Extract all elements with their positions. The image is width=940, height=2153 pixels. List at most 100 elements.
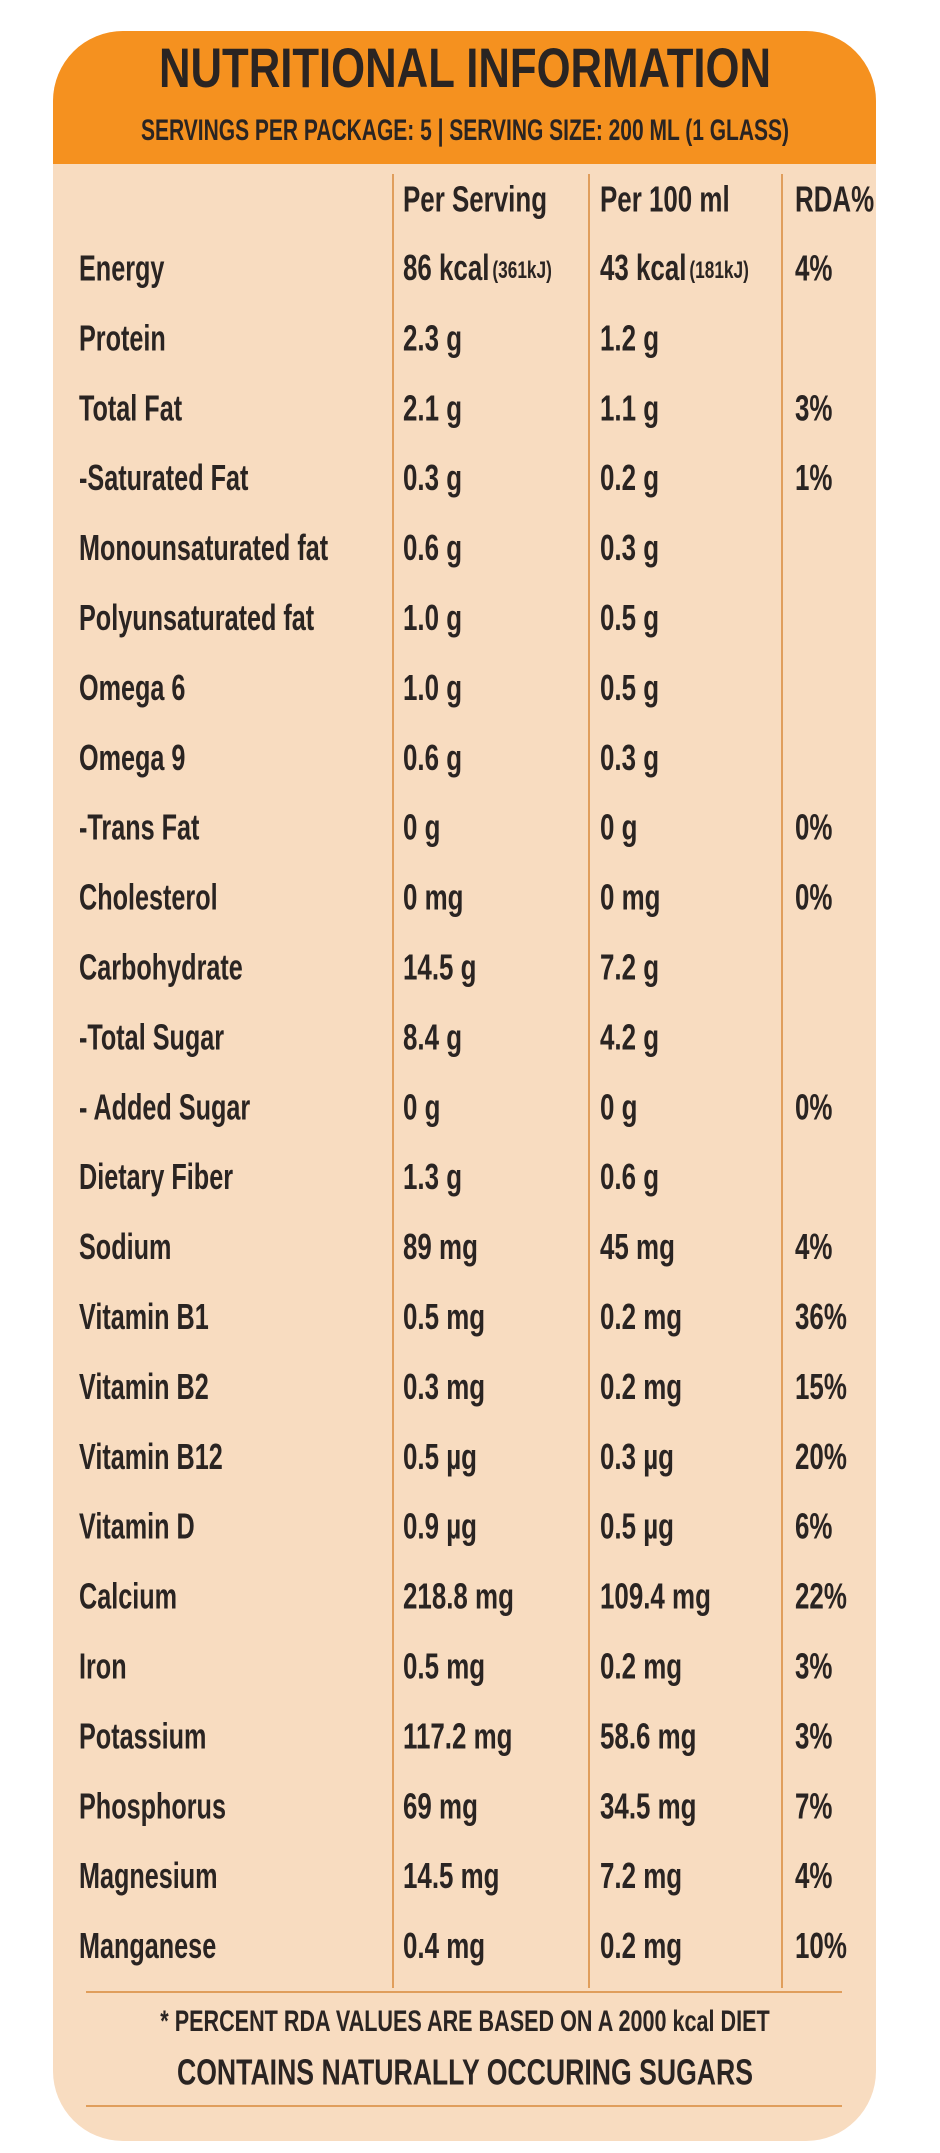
amount-group: 0 g bbox=[600, 808, 637, 848]
nutrient-name: Iron bbox=[79, 1646, 127, 1687]
header-band bbox=[53, 31, 876, 164]
rda-value: 22% bbox=[795, 1576, 847, 1616]
amount: 4.2 g bbox=[600, 1017, 659, 1057]
nutrient-name-group: Vitamin B2 bbox=[79, 1366, 209, 1407]
amount-group: 45 mg bbox=[600, 1227, 675, 1267]
nutrient-name: Magnesium bbox=[79, 1856, 218, 1897]
rda-value: 4% bbox=[795, 248, 833, 288]
rda-value: 10% bbox=[795, 1926, 847, 1966]
nutrient-name-group: Sodium bbox=[79, 1227, 171, 1268]
amount-group: 1.1 g bbox=[600, 388, 659, 428]
subtitle-group: SERVINGS PER PACKAGE: 5 | SERVING SIZE: … bbox=[141, 114, 789, 146]
amount-group: 0.4 mg bbox=[403, 1926, 485, 1966]
claim: CONTAINS NATURALLY OCCURING SUGARS bbox=[177, 2052, 753, 2093]
amount: 0.6 g bbox=[600, 1157, 659, 1197]
amount-group: 0.2 mg bbox=[600, 1297, 682, 1337]
column-header: Per Serving bbox=[403, 179, 547, 219]
amount-note: (181kJ) bbox=[689, 257, 749, 283]
amount: 7.2 mg bbox=[600, 1856, 682, 1896]
rda-value-group: 22% bbox=[795, 1576, 847, 1616]
nutrient-name: Sodium bbox=[79, 1227, 171, 1268]
amount: 0 mg bbox=[403, 877, 463, 917]
amount: 34.5 mg bbox=[600, 1786, 697, 1826]
nutrient-name: Protein bbox=[79, 318, 166, 359]
nutrient-name: Manganese bbox=[79, 1926, 216, 1967]
nutrient-name-group: - Added Sugar bbox=[79, 1087, 250, 1128]
nutrient-name: Vitamin B1 bbox=[79, 1297, 209, 1338]
amount-group: 0.2 mg bbox=[600, 1926, 682, 1966]
amount: 0 g bbox=[403, 808, 440, 848]
rda-value-group: 3% bbox=[795, 388, 833, 428]
amount-group: 0 g bbox=[403, 808, 440, 848]
amount: 86 kcal (361kJ) bbox=[403, 248, 552, 288]
amount-group: 7.2 mg bbox=[600, 1856, 682, 1896]
amount-group: 4.2 g bbox=[600, 1017, 659, 1057]
amount: 89 mg bbox=[403, 1227, 478, 1267]
nutrient-name: Carbohydrate bbox=[79, 947, 243, 988]
amount-group: 34.5 mg bbox=[600, 1786, 697, 1826]
amount: 0.6 g bbox=[403, 738, 462, 778]
rda-value-group: 4% bbox=[795, 1227, 833, 1267]
rda-value: 36% bbox=[795, 1297, 847, 1337]
amount: 1.2 g bbox=[600, 318, 659, 358]
amount: 0.3 mg bbox=[403, 1367, 485, 1407]
nutrient-name-group: Energy bbox=[79, 248, 165, 289]
amount-group: 0 mg bbox=[403, 877, 463, 917]
amount-group: 0.6 g bbox=[403, 738, 462, 778]
rda-value: 0% bbox=[795, 808, 833, 848]
amount-group: 86 kcal (361kJ) bbox=[403, 248, 552, 288]
amount: 0.3 g bbox=[600, 738, 659, 778]
amount-group: 69 mg bbox=[403, 1786, 478, 1826]
amount: 2.3 g bbox=[403, 318, 462, 358]
rda-value-group: 36% bbox=[795, 1297, 847, 1337]
nutrient-name-group: Manganese bbox=[79, 1926, 216, 1967]
amount-group: 2.3 g bbox=[403, 318, 462, 358]
nutrient-name-group: Iron bbox=[79, 1646, 127, 1687]
amount: 0.2 mg bbox=[600, 1926, 682, 1966]
amount-group: 0 g bbox=[403, 1087, 440, 1127]
amount: 7.2 g bbox=[600, 947, 659, 987]
amount: 0.5 mg bbox=[403, 1646, 485, 1686]
claim-group: CONTAINS NATURALLY OCCURING SUGARS bbox=[177, 2052, 753, 2093]
rda-value: 1% bbox=[795, 458, 833, 498]
rda-value-group: 0% bbox=[795, 877, 833, 917]
amount: 117.2 mg bbox=[403, 1716, 512, 1756]
amount: 0.6 g bbox=[403, 528, 462, 568]
amount-group: 0.2 mg bbox=[600, 1646, 682, 1686]
amount-group: 1.0 g bbox=[403, 668, 462, 708]
column-header: RDA% bbox=[795, 179, 874, 219]
amount-group: 89 mg bbox=[403, 1227, 478, 1267]
rda-value: 7% bbox=[795, 1786, 833, 1826]
rda-value: 15% bbox=[795, 1367, 847, 1407]
amount: 0.5 µg bbox=[600, 1507, 674, 1547]
rda-value-group: 4% bbox=[795, 248, 833, 288]
nutrient-name: -Saturated Fat bbox=[79, 458, 248, 499]
nutrient-name: Monounsaturated fat bbox=[79, 528, 328, 569]
nutrient-name-group: Protein bbox=[79, 318, 166, 359]
nutrient-name-group: -Trans Fat bbox=[79, 807, 199, 848]
amount-group: 109.4 mg bbox=[600, 1576, 711, 1616]
amount-group: 117.2 mg bbox=[403, 1716, 512, 1756]
amount-group: 0.3 g bbox=[403, 458, 462, 498]
amount: 1.3 g bbox=[403, 1157, 462, 1197]
nutrient-name-group: Phosphorus bbox=[79, 1786, 226, 1827]
amount-group: 7.2 g bbox=[600, 947, 659, 987]
amount: 0.2 mg bbox=[600, 1297, 682, 1337]
amount: 0.3 µg bbox=[600, 1437, 674, 1477]
amount: 109.4 mg bbox=[600, 1576, 711, 1616]
nutrient-name: -Total Sugar bbox=[79, 1017, 224, 1058]
nutrient-name: Phosphorus bbox=[79, 1786, 226, 1827]
amount-group: 0.2 g bbox=[600, 458, 659, 498]
rda-value: 3% bbox=[795, 1646, 833, 1686]
amount: 0.5 g bbox=[600, 598, 659, 638]
amount-group: 0.3 g bbox=[600, 528, 659, 568]
nutrient-name: - Added Sugar bbox=[79, 1087, 250, 1128]
rda-value-group: 0% bbox=[795, 808, 833, 848]
amount-group: 0 mg bbox=[600, 877, 660, 917]
nutrient-name: Total Fat bbox=[79, 388, 182, 429]
amount-group: 218.8 mg bbox=[403, 1576, 514, 1616]
amount: 0.2 g bbox=[600, 458, 659, 498]
nutrient-name-group: Polyunsaturated fat bbox=[79, 598, 314, 639]
nutrient-name: Vitamin D bbox=[79, 1506, 195, 1547]
rda-value-group: 0% bbox=[795, 1087, 833, 1127]
